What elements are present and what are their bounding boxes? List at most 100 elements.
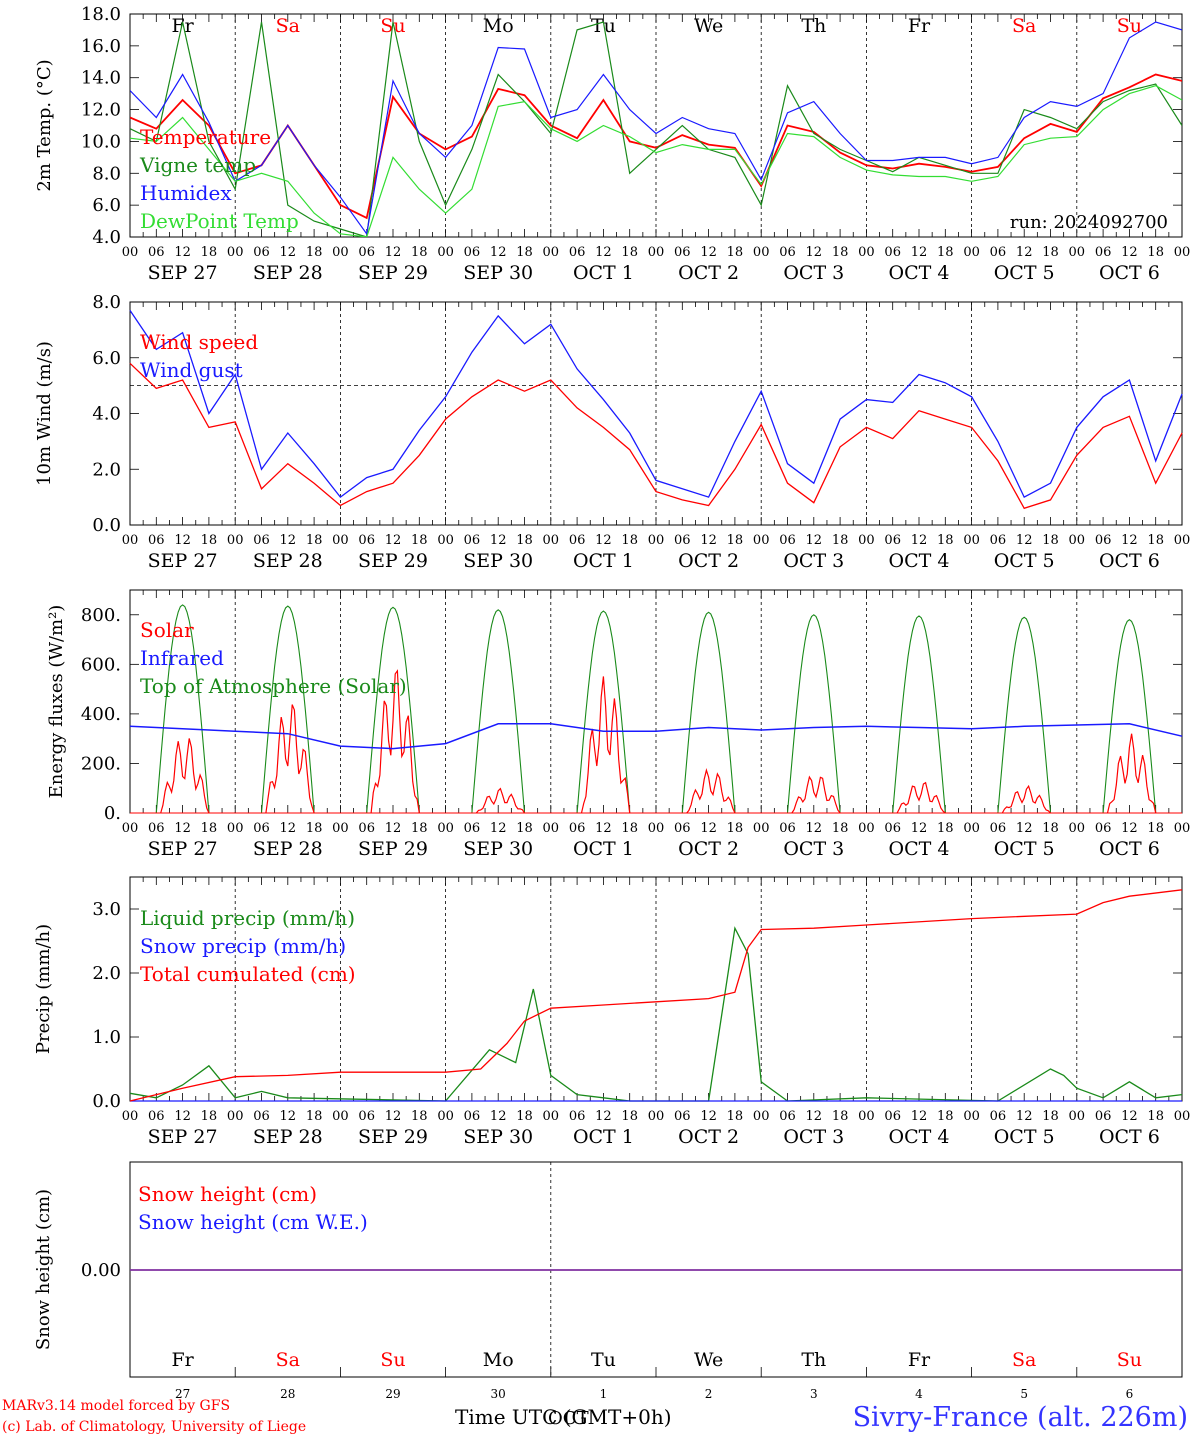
hour-tick-label: 06 <box>990 821 1007 836</box>
hour-tick-label: 00 <box>227 245 244 260</box>
hour-tick-label: 18 <box>306 245 323 260</box>
y-tick-label: 3.0 <box>92 899 121 920</box>
hour-tick-label: 06 <box>674 1109 691 1124</box>
hour-tick-label: 00 <box>1069 821 1086 836</box>
hour-tick-label: 12 <box>700 533 717 548</box>
date-label: OCT 4 <box>889 838 950 860</box>
hour-tick-label: 06 <box>464 533 481 548</box>
hour-tick-label: 18 <box>937 1109 954 1124</box>
hour-tick-label: 12 <box>280 245 297 260</box>
y-axis-label: 10m Wind (m/s) <box>34 341 55 486</box>
hour-tick-label: 12 <box>806 533 823 548</box>
y-tick-label: 4.0 <box>92 227 121 248</box>
hour-tick-label: 12 <box>700 1109 717 1124</box>
series-line-total-cumulated-cm- <box>129 889 1183 1102</box>
hour-tick-label: 12 <box>1016 533 1033 548</box>
hour-tick-label: 06 <box>253 821 270 836</box>
y-tick-label: 600. <box>81 654 121 675</box>
legend-entry: Total cumulated (cm) <box>140 962 356 986</box>
hour-tick-label: 18 <box>727 245 744 260</box>
solar-flux-line <box>160 738 210 814</box>
date-label: OCT 5 <box>994 262 1055 284</box>
hour-tick-label: 06 <box>779 1109 796 1124</box>
legend-entry: Wind speed <box>140 330 258 354</box>
hour-tick-label: 12 <box>1016 245 1033 260</box>
date-label: SEP 30 <box>463 1126 533 1148</box>
date-label: OCT 6 <box>1099 1126 1160 1148</box>
solar-flux-line <box>475 787 525 814</box>
y-tick-label: 10.0 <box>81 131 121 152</box>
hour-tick-label: 18 <box>832 533 849 548</box>
hour-tick-label: 00 <box>648 821 665 836</box>
date-label: SEP 27 <box>148 1126 218 1148</box>
hour-tick-label: 12 <box>174 821 191 836</box>
hour-tick-label: 18 <box>621 245 638 260</box>
hour-tick-label: 06 <box>779 821 796 836</box>
hour-tick-label: 00 <box>1174 821 1191 836</box>
hour-tick-label: 18 <box>1147 821 1164 836</box>
station-label: Sivry-France (alt. 226m) <box>852 1402 1188 1433</box>
hour-tick-label: 12 <box>385 245 402 260</box>
weekday-label: Su <box>380 1349 405 1371</box>
toa-solar-arch <box>572 610 635 814</box>
weekday-label: Fr <box>908 1349 931 1371</box>
toa-solar-arch <box>888 615 950 814</box>
hour-tick-label: 12 <box>280 1109 297 1124</box>
solar-flux-line <box>1001 784 1051 814</box>
legend-entry: Snow height (cm W.E.) <box>138 1210 368 1234</box>
hour-tick-label: 06 <box>569 821 586 836</box>
weekday-label: Th <box>801 15 826 37</box>
y-tick-label: 1.0 <box>92 1027 121 1048</box>
hour-tick-label: 00 <box>122 245 139 260</box>
y-axis-label: Energy fluxes (W/m²) <box>46 605 67 799</box>
hour-tick-label: 18 <box>727 533 744 548</box>
hour-tick-label: 06 <box>990 533 1007 548</box>
toa-solar-arch <box>362 606 424 814</box>
legend-entry: DewPoint Temp <box>140 209 299 233</box>
hour-tick-label: 06 <box>569 1109 586 1124</box>
weekday-label: Tu <box>591 1349 616 1371</box>
hour-tick-label: 18 <box>411 1109 428 1124</box>
hour-tick-label: 18 <box>201 1109 218 1124</box>
day-number-label: 5 <box>1020 1387 1028 1401</box>
hour-tick-label: 06 <box>1095 533 1112 548</box>
hour-tick-label: 12 <box>700 245 717 260</box>
hour-tick-label: 12 <box>700 821 717 836</box>
hour-tick-label: 00 <box>227 1109 244 1124</box>
hour-tick-label: 12 <box>174 1109 191 1124</box>
hour-tick-label: 00 <box>332 821 349 836</box>
weekday-label: We <box>694 15 723 37</box>
hour-tick-label: 18 <box>516 533 533 548</box>
month-label: OCT <box>548 1408 589 1429</box>
hour-tick-label: 00 <box>963 1109 980 1124</box>
hour-tick-label: 06 <box>464 245 481 260</box>
y-tick-label: 8.0 <box>92 163 121 184</box>
y-tick-label: 12.0 <box>81 100 121 121</box>
hour-tick-label: 18 <box>201 533 218 548</box>
run-label: run: 2024092700 <box>1010 212 1168 233</box>
hour-tick-label: 12 <box>806 245 823 260</box>
y-tick-label: 0.00 <box>81 1260 121 1281</box>
hour-tick-label: 06 <box>148 1109 165 1124</box>
hour-tick-label: 06 <box>1095 245 1112 260</box>
date-label: OCT 2 <box>678 550 739 572</box>
date-label: OCT 3 <box>783 550 844 572</box>
hour-tick-label: 06 <box>569 533 586 548</box>
hour-tick-label: 06 <box>464 821 481 836</box>
y-tick-label: 0. <box>104 803 121 824</box>
hour-tick-label: 06 <box>779 533 796 548</box>
series-line-wind-speed <box>129 362 1183 510</box>
legend-entry: Snow height (cm) <box>138 1182 317 1206</box>
solar-flux-line <box>370 669 420 814</box>
legend-entry: Liquid precip (mm/h) <box>140 906 355 930</box>
date-label: SEP 27 <box>148 550 218 572</box>
hour-tick-label: 18 <box>516 245 533 260</box>
hour-tick-label: 00 <box>122 821 139 836</box>
weekday-label: Fr <box>908 15 931 37</box>
hour-tick-label: 18 <box>306 1109 323 1124</box>
date-label: OCT 1 <box>573 262 634 284</box>
toa-solar-arch <box>993 616 1055 814</box>
weekday-label: Su <box>1117 15 1142 37</box>
series-line-humidex <box>130 21 1182 236</box>
